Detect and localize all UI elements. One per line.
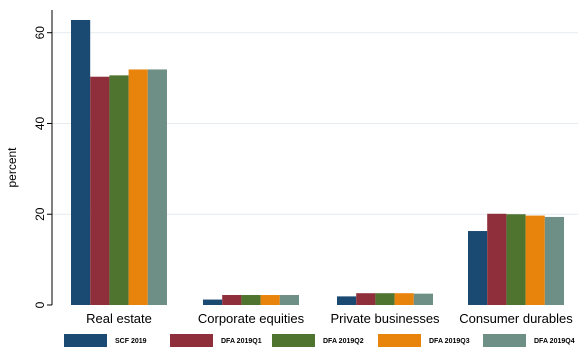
bar	[71, 19, 91, 305]
y-axis: 0 20 40 60	[33, 10, 53, 308]
bar	[222, 295, 242, 305]
bar	[356, 293, 376, 305]
bar	[394, 293, 414, 305]
bar	[337, 296, 357, 305]
bar	[90, 76, 110, 305]
bar	[413, 293, 433, 305]
bar	[109, 75, 129, 305]
legend-swatch	[483, 334, 526, 347]
legend-label: SCF 2019	[115, 338, 147, 345]
bar	[375, 293, 395, 305]
legend: SCF 2019 DFA 2019Q1 DFA 2019Q2 DFA 2019Q3 DF…	[64, 334, 575, 347]
category-label: Real estate	[86, 311, 152, 326]
legend-label: DFA 2019Q2	[323, 338, 364, 345]
y-tick-label: 0	[33, 301, 47, 308]
bar	[147, 69, 167, 305]
bar	[128, 69, 148, 305]
bar	[260, 295, 280, 305]
legend-swatch	[272, 334, 315, 347]
bar	[468, 231, 488, 305]
bar	[544, 216, 564, 305]
category-label: Consumer durables	[459, 311, 573, 326]
legend-swatch	[378, 334, 421, 347]
legend-label: DFA 2019Q1	[221, 338, 262, 345]
legend-swatch	[64, 334, 107, 347]
bar	[279, 295, 299, 305]
category-labels: Real estate Corporate equities Private bus…	[86, 311, 573, 326]
bar	[525, 215, 545, 305]
y-tick-label: 20	[33, 207, 47, 221]
bar	[241, 295, 261, 305]
category-label: Corporate equities	[198, 311, 305, 326]
bar	[203, 299, 223, 305]
legend-swatch	[170, 334, 213, 347]
legend-label: DFA 2019Q4	[534, 338, 575, 345]
bar	[487, 213, 507, 305]
y-axis-title: percent	[5, 147, 19, 188]
legend-label: DFA 2019Q3	[429, 338, 470, 345]
y-tick-label: 60	[33, 26, 47, 40]
category-label: Private businesses	[330, 311, 440, 326]
bar	[506, 214, 526, 305]
bars	[71, 19, 564, 305]
y-tick-label: 40	[33, 116, 47, 130]
